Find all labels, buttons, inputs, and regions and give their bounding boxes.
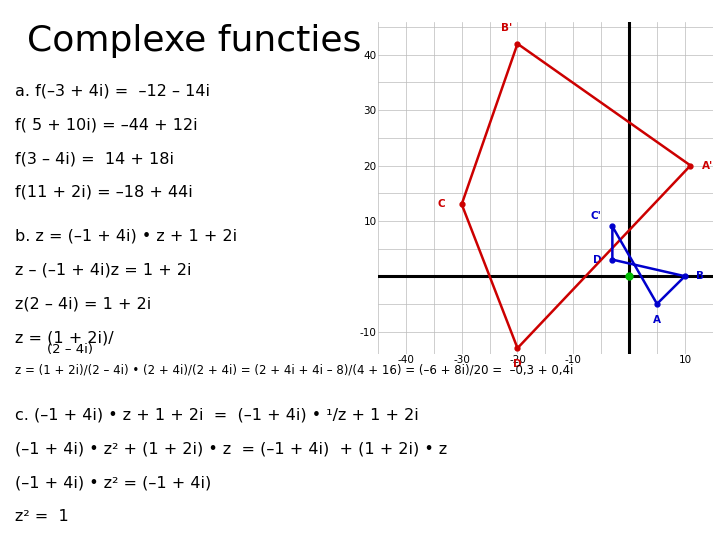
Text: z – (–1 + 4i)z = 1 + 2i: z – (–1 + 4i)z = 1 + 2i xyxy=(14,262,192,278)
Text: (–1 + 4i) • z² + (1 + 2i) • z  = (–1 + 4i)  + (1 + 2i) • z: (–1 + 4i) • z² + (1 + 2i) • z = (–1 + 4i… xyxy=(14,442,447,456)
Text: f( 5 + 10i) = –44 + 12i: f( 5 + 10i) = –44 + 12i xyxy=(14,118,197,132)
Text: z = (1 + 2i)/(2 – 4i) • (2 + 4i)/(2 + 4i) = (2 + 4i + 4i – 8)/(4 + 16) = (–6 + 8: z = (1 + 2i)/(2 – 4i) • (2 + 4i)/(2 + 4i… xyxy=(14,364,573,377)
Text: (2 – 4i): (2 – 4i) xyxy=(47,343,92,356)
Text: z = (1 + 2i)/: z = (1 + 2i)/ xyxy=(14,330,113,345)
Text: f(3 – 4i) =  14 + 18i: f(3 – 4i) = 14 + 18i xyxy=(14,151,174,166)
Text: b. z = (–1 + 4i) • z + 1 + 2i: b. z = (–1 + 4i) • z + 1 + 2i xyxy=(14,229,237,244)
Text: C': C' xyxy=(590,211,601,221)
Text: c. (–1 + 4i) • z + 1 + 2i  =  (–1 + 4i) • ¹/z + 1 + 2i: c. (–1 + 4i) • z + 1 + 2i = (–1 + 4i) • … xyxy=(14,408,418,423)
Text: A: A xyxy=(653,315,661,325)
Text: z(2 – 4i) = 1 + 2i: z(2 – 4i) = 1 + 2i xyxy=(14,296,151,312)
Text: Complexe functies: Complexe functies xyxy=(27,24,361,58)
Text: C: C xyxy=(437,199,445,210)
Text: B': B' xyxy=(500,23,512,32)
Text: z² =  1: z² = 1 xyxy=(14,509,68,524)
Text: B: B xyxy=(696,271,704,281)
Text: D: D xyxy=(513,359,522,369)
Text: (–1 + 4i) • z² = (–1 + 4i): (–1 + 4i) • z² = (–1 + 4i) xyxy=(14,475,211,490)
Text: a. f(–3 + 4i) =  –12 – 14i: a. f(–3 + 4i) = –12 – 14i xyxy=(14,84,210,99)
Text: D: D xyxy=(593,254,601,265)
Text: f(11 + 2i) = –18 + 44i: f(11 + 2i) = –18 + 44i xyxy=(14,185,192,200)
Text: A': A' xyxy=(701,160,713,171)
